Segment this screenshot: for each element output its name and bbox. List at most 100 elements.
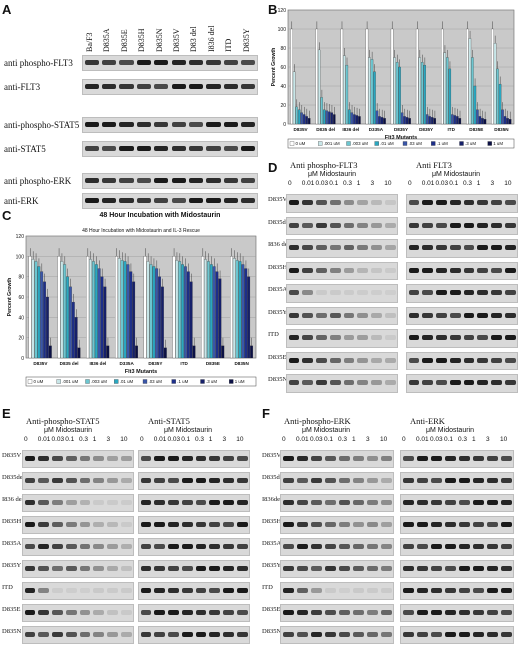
bar	[37, 266, 41, 359]
blot-strip-total-band	[408, 267, 420, 273]
blot-strip-band	[84, 60, 99, 65]
lane-header: Ba/F3	[85, 32, 94, 52]
panel-label-d: D	[268, 160, 278, 175]
blot-strip-phospho-band	[357, 267, 368, 273]
panel-a-western-blots: Ba/F3 D835A D835E D835H D835N D835V D83 del I83…	[0, 0, 262, 209]
bar	[348, 109, 351, 125]
blot-strip-total	[400, 450, 514, 468]
blot-strip-total-band	[402, 632, 414, 637]
panel-d-flt3-blots: Anti phospho-FLT3 Anti FLT3 μM Midostaurin…	[268, 158, 520, 398]
blot-strip-total	[138, 604, 250, 622]
bar	[152, 266, 156, 359]
blot-strip-total-band	[168, 456, 179, 461]
blot-strip-total-band	[500, 500, 512, 505]
blot-strip-phospho-band	[343, 380, 355, 386]
blot-row-label: D835A	[262, 540, 282, 547]
blot-row-label: D835Y	[262, 562, 282, 569]
blot-strip-phospho-band	[65, 500, 77, 505]
blot-row-label: D835V	[2, 452, 22, 459]
blot-strip-band	[136, 60, 152, 65]
blot-strip-phospho-band	[296, 478, 308, 483]
blot-strip-phospho-band	[310, 522, 322, 527]
bar	[433, 118, 436, 125]
blot-strip-phospho-band	[296, 588, 308, 593]
blot-strip-total-band	[422, 267, 433, 273]
left-blot-title: Anti-phospho-ERK	[284, 416, 351, 426]
blot-strip-band	[171, 122, 186, 127]
bar	[207, 261, 210, 359]
blot-strip-total-band	[444, 522, 456, 527]
legend-box	[287, 138, 515, 149]
blot-strip-phospho	[286, 351, 398, 370]
blot-strip-total-band	[477, 222, 488, 228]
blot-strip-total-band	[223, 588, 234, 593]
concentration-label: 0.03	[51, 436, 65, 443]
bar	[43, 281, 46, 359]
blot-strip-total-band	[181, 456, 193, 461]
blot-strip-phospho-band	[282, 522, 294, 527]
concentration-label: 0.3	[195, 436, 205, 443]
blot-strip-band	[241, 122, 256, 127]
blot-strip-phospho-band	[343, 200, 355, 206]
x-tick-label: ITD	[448, 127, 456, 132]
concentration-label: 0.03	[167, 436, 181, 443]
blot-strip-phospho-band	[371, 357, 382, 363]
blot-strip-phospho	[22, 516, 134, 534]
bar	[48, 345, 52, 359]
y-tick-label: 80	[18, 275, 24, 281]
blot-strip-band	[223, 84, 239, 89]
blot-strip-total	[406, 351, 518, 370]
blot-strip-band	[84, 198, 99, 203]
blot-strip-phospho-band	[380, 566, 392, 571]
blot-strip-total-band	[491, 222, 502, 228]
bar	[408, 118, 411, 125]
blot-strip-total	[138, 626, 250, 644]
blot-strip-phospho-band	[316, 222, 327, 228]
y-tick-label: 20	[18, 336, 24, 342]
bar	[106, 345, 110, 359]
blot-strip-total-band	[430, 478, 442, 483]
bar	[46, 296, 49, 359]
blot-strip-phospho-band	[380, 522, 392, 527]
lane-header: D835A	[102, 28, 112, 52]
blot-row-label: ITD	[2, 584, 13, 591]
bar	[496, 68, 499, 125]
blot-strip-phospho-band	[79, 544, 91, 549]
lane-header: ITD	[224, 38, 234, 52]
blot-strip-total-band	[449, 312, 461, 318]
blot-strip-total-band	[504, 290, 516, 296]
blot-strip-phospho-band	[357, 335, 368, 341]
blot-strip-total-band	[236, 522, 248, 527]
blot-strip-total	[138, 538, 250, 556]
blot-strip-phospho	[280, 538, 394, 556]
blot-strip-total-band	[491, 380, 502, 386]
blot-strip	[82, 117, 258, 133]
blot-strip-phospho	[280, 560, 394, 578]
blot-strip-total-band	[168, 632, 179, 637]
blot-strip-phospho-band	[338, 632, 350, 637]
concentration-label: 3	[222, 436, 227, 443]
x-tick-label: D835E	[206, 361, 220, 366]
blot-strip-phospho-band	[282, 632, 294, 637]
blot-strip-total-band	[209, 544, 220, 549]
blot-strip-phospho-band	[296, 500, 308, 505]
blot-strip-total-band	[463, 312, 475, 318]
blot-strip-phospho-band	[282, 610, 294, 615]
blot-strip-phospho-band	[302, 380, 313, 386]
bar	[115, 256, 118, 359]
bar	[345, 64, 349, 125]
bar	[146, 261, 150, 359]
blot-strip-phospho-band	[288, 200, 300, 206]
blot-strip-phospho-band	[380, 610, 392, 615]
blot-strip-total-band	[449, 200, 461, 206]
concentration-label: 3	[486, 436, 490, 443]
y-tick-label: 60	[280, 65, 286, 71]
blot-strip-phospho-band	[24, 500, 36, 505]
blot-strip-total	[400, 472, 514, 490]
blot-strip-total-band	[195, 544, 207, 549]
blot-strip-total-band	[504, 245, 516, 251]
blot-strip-total-band	[491, 312, 502, 318]
concentration-label: 10	[120, 436, 128, 443]
blot-strip-phospho-band	[357, 312, 368, 318]
bar	[212, 266, 216, 359]
